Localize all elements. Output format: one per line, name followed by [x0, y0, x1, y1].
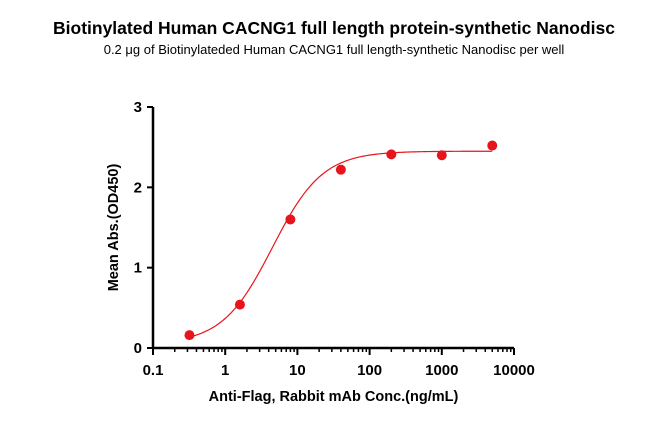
y-tick-label: 0 [134, 340, 142, 357]
fit-curve [189, 150, 493, 338]
x-tick-label: 1000 [425, 362, 458, 379]
x-tick-label: 1 [221, 362, 229, 379]
chart-title: Biotinylated Human CACNG1 full length pr… [53, 18, 615, 38]
data-point [487, 140, 498, 151]
x-tick-label: 10000 [493, 362, 535, 379]
data-point [285, 214, 296, 225]
x-axis-label: Anti-Flag, Rabbit mAb Conc.(ng/mL) [209, 389, 459, 405]
data-points [184, 140, 498, 341]
x-tick-label: 0.1 [143, 362, 164, 379]
data-point [436, 150, 447, 161]
chart-subtitle: 0.2 μg of Biotinylateded Human CACNG1 fu… [103, 42, 565, 57]
data-point [335, 164, 346, 175]
axes: 0 1 2 3 0.1 1 10 100 1000 10000 [134, 99, 535, 379]
x-tick-label: 100 [357, 362, 382, 379]
data-point [386, 149, 397, 160]
data-point [234, 299, 245, 310]
data-point [184, 330, 195, 341]
x-tick-label: 10 [289, 362, 306, 379]
y-tick-label: 3 [134, 99, 142, 116]
y-tick-label: 2 [134, 179, 142, 196]
y-tick-label: 1 [134, 260, 142, 277]
y-axis-label: Mean Abs.(OD450) [106, 164, 122, 292]
